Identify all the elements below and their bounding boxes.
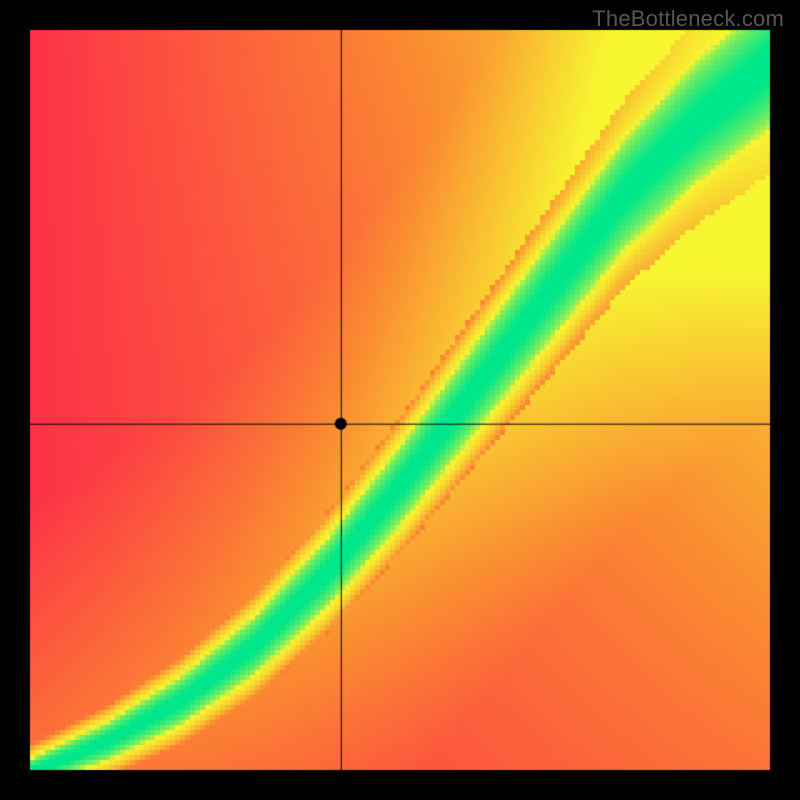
watermark-text: TheBottleneck.com [592, 6, 784, 32]
chart-container: TheBottleneck.com [0, 0, 800, 800]
heatmap-canvas [0, 0, 800, 800]
